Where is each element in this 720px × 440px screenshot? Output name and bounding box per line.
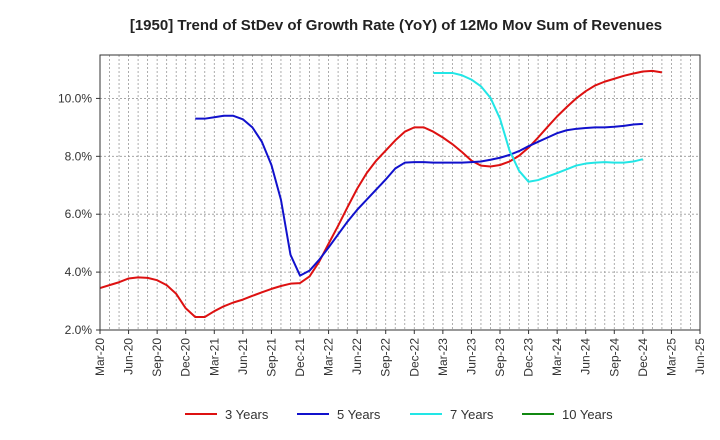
series-line-7-years — [433, 71, 644, 183]
legend-label: 5 Years — [337, 407, 381, 422]
series-line-3-years — [99, 69, 663, 318]
x-tick-label: Dec-23 — [522, 338, 536, 377]
plot-border — [99, 54, 701, 331]
legend: 3 Years 5 Years 7 Years 10 Years — [185, 407, 613, 422]
x-tick-label: Sep-22 — [379, 338, 393, 377]
plot-area — [100, 55, 700, 330]
x-tick-label: Mar-25 — [664, 338, 678, 376]
grid — [100, 55, 700, 330]
plot-background — [100, 55, 700, 330]
y-tick-label: 8.0% — [65, 149, 93, 163]
x-tick-label: Sep-24 — [607, 338, 621, 377]
x-tick-label: Mar-22 — [322, 338, 336, 376]
x-tick-label: Mar-23 — [436, 338, 450, 376]
x-tick-label: Dec-22 — [407, 338, 421, 377]
series-layer — [99, 69, 663, 318]
x-tick-label: Jun-25 — [693, 338, 707, 375]
y-tick-label: 2.0% — [65, 323, 93, 337]
x-tick-label: Jun-22 — [350, 338, 364, 375]
x-tick-label: Jun-21 — [236, 338, 250, 375]
legend-label: 10 Years — [562, 407, 613, 422]
x-tick-label: Dec-20 — [179, 338, 193, 377]
y-tick-label: 10.0% — [58, 91, 92, 105]
x-tick-label: Jun-24 — [579, 338, 593, 375]
legend-item-10-years: 10 Years — [522, 407, 613, 422]
y-tick-label: 6.0% — [65, 207, 93, 221]
x-tick-label: Mar-20 — [93, 338, 107, 376]
x-tick-label: Jun-23 — [464, 338, 478, 375]
series-line-5-years — [195, 114, 643, 277]
x-tick-label: Sep-21 — [264, 338, 278, 377]
legend-item-7-years: 7 Years — [410, 407, 494, 422]
x-tick-label: Sep-23 — [493, 338, 507, 377]
legend-item-5-years: 5 Years — [297, 407, 381, 422]
chart-title: [1950] Trend of StDev of Growth Rate (Yo… — [130, 17, 662, 34]
x-tick-label: Jun-20 — [122, 338, 136, 375]
legend-item-3-years: 3 Years — [185, 407, 269, 422]
axes: 2.0% 4.0% 6.0% 8.0% 10.0% Mar-20 Jun-20 Sep-20 D… — [58, 54, 707, 377]
x-tick-label: Mar-24 — [550, 338, 564, 376]
x-tick-label: Sep-20 — [150, 338, 164, 377]
y-tick-label: 4.0% — [65, 265, 93, 279]
legend-label: 7 Years — [450, 407, 494, 422]
x-tick-label: Dec-21 — [293, 338, 307, 377]
x-tick-label: Dec-24 — [636, 338, 650, 377]
x-tick-label: Mar-21 — [207, 338, 221, 376]
legend-label: 3 Years — [225, 407, 269, 422]
